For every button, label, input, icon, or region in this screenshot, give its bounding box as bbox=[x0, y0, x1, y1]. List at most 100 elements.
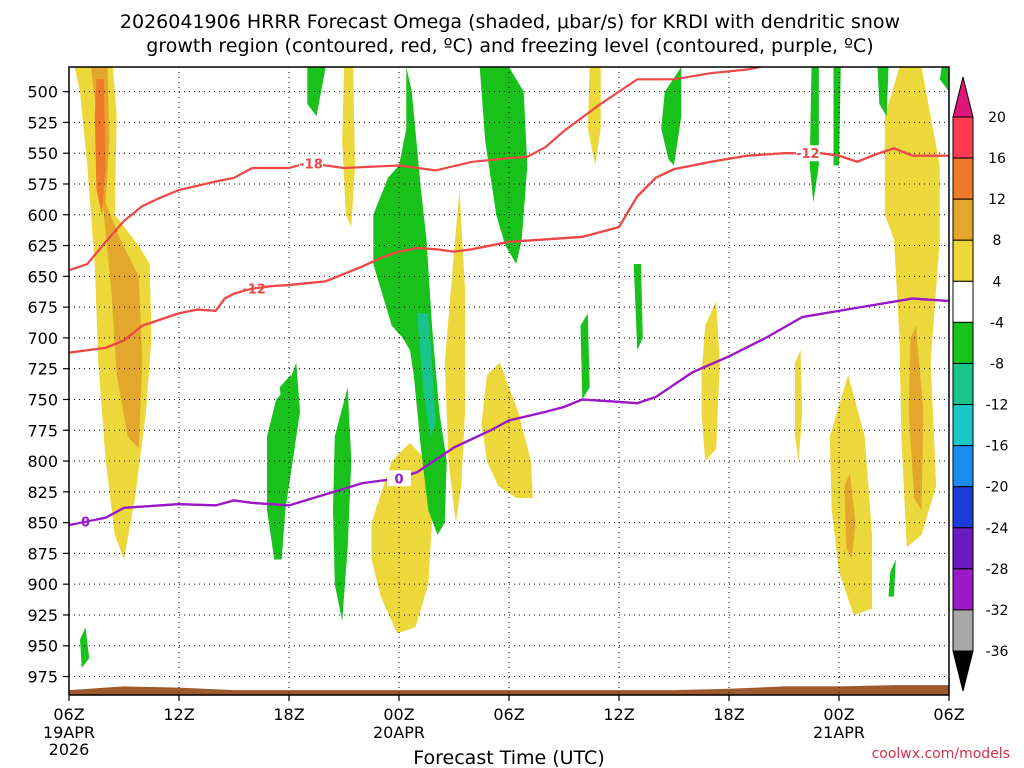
omega-region-28 bbox=[939, 67, 949, 92]
y-tick-label-525: 525 bbox=[27, 113, 58, 132]
colorbar-top-arrow bbox=[952, 76, 974, 118]
colorbar-label-5: -4 bbox=[990, 315, 1004, 331]
omega-region-2 bbox=[94, 79, 106, 215]
y-tick-label-625: 625 bbox=[27, 237, 58, 256]
omega-region-29 bbox=[417, 313, 436, 437]
omega-region-3 bbox=[342, 67, 355, 228]
x-date-label-18-0: 20APR bbox=[373, 723, 425, 742]
colorbar-swatch-3 bbox=[952, 239, 974, 282]
contour-label-bg-freezing_level bbox=[387, 470, 411, 487]
contour-label-dgz_minus12: -12 bbox=[796, 147, 820, 162]
y-tick-label-500: 500 bbox=[27, 83, 58, 102]
omega-region-7 bbox=[587, 67, 601, 166]
omega-region-23 bbox=[809, 67, 819, 203]
x-axis-ticks: 06Z 12Z 18Z 00Z 06Z 12Z 18Z 00Z 06Z19APR202620AP… bbox=[43, 695, 965, 759]
y-tick-label-825: 825 bbox=[27, 483, 58, 502]
omega-region-12 bbox=[884, 67, 940, 548]
colorbar-swatch-2 bbox=[952, 198, 974, 241]
colorbar-label-11: -28 bbox=[986, 562, 1009, 578]
x-axis-label: Forecast Time (UTC) bbox=[413, 747, 604, 768]
colorbar-swatch-7 bbox=[952, 404, 974, 447]
contour-lines: 0 0 -18 -12 -12 bbox=[69, 67, 949, 531]
omega-region-11 bbox=[844, 473, 856, 560]
colorbar-swatch-9 bbox=[952, 486, 974, 529]
y-tick-label-800: 800 bbox=[27, 452, 58, 471]
colorbar-swatch-4 bbox=[952, 280, 974, 323]
contour-label-bg-dgz_minus12 bbox=[795, 145, 820, 162]
colorbar-swatch-0 bbox=[952, 116, 974, 159]
colorbar-label-6: -8 bbox=[990, 356, 1004, 372]
y-tick-label-900: 900 bbox=[27, 575, 58, 594]
x-tick-label-0: 06Z bbox=[53, 705, 84, 724]
colorbar-label-9: -20 bbox=[986, 480, 1009, 496]
colorbar-swatch-8 bbox=[952, 445, 974, 488]
contour-dgz_minus18 bbox=[69, 67, 949, 272]
y-tick-label-575: 575 bbox=[27, 175, 58, 194]
colorbar-label-0: 20 bbox=[988, 110, 1006, 126]
colorbar-label-2: 12 bbox=[988, 192, 1006, 208]
contour-label-bg-dgz_minus18 bbox=[299, 155, 323, 172]
omega-region-19 bbox=[333, 387, 352, 622]
x-tick-label-12: 18Z bbox=[273, 705, 304, 724]
x-date-label-0-0: 19APR bbox=[43, 723, 95, 742]
colorbar-bottom-arrow bbox=[952, 650, 974, 692]
omega-region-5 bbox=[444, 190, 465, 523]
x-tick-label-30: 12Z bbox=[603, 705, 634, 724]
x-date-label-42-0: 21APR bbox=[813, 723, 865, 742]
y-tick-label-975: 975 bbox=[27, 668, 58, 687]
colorbar-label-10: -24 bbox=[986, 521, 1009, 537]
omega-shaded-regions bbox=[74, 67, 949, 668]
colorbar-swatch-12 bbox=[952, 609, 974, 652]
omega-region-22 bbox=[661, 67, 682, 166]
colorbar-label-7: -12 bbox=[986, 398, 1009, 414]
y-tick-label-700: 700 bbox=[27, 329, 58, 348]
omega-region-24 bbox=[833, 67, 841, 166]
y-tick-label-750: 750 bbox=[27, 390, 58, 409]
y-tick-label-650: 650 bbox=[27, 267, 58, 286]
y-axis-ticks: 500 525 550 575 600 625 650 675 700 725 750 775 800 8… bbox=[27, 83, 69, 687]
omega-region-4 bbox=[371, 442, 432, 634]
colorbar-swatch-10 bbox=[952, 527, 974, 570]
x-tick-label-6: 12Z bbox=[163, 705, 194, 724]
colorbar-swatch-5 bbox=[952, 321, 974, 364]
colorbar-label-4: 4 bbox=[993, 274, 1002, 290]
colorbar-label-1: 16 bbox=[988, 151, 1006, 167]
colorbar-label-8: -16 bbox=[986, 439, 1009, 455]
omega-region-26 bbox=[888, 559, 896, 597]
x-tick-label-48: 06Z bbox=[933, 705, 964, 724]
grid-lines bbox=[68, 67, 950, 695]
contour-label-freezing_level: 0 bbox=[394, 472, 403, 487]
y-tick-label-550: 550 bbox=[27, 144, 58, 163]
x-tick-label-24: 06Z bbox=[493, 705, 524, 724]
colorbar-swatch-1 bbox=[952, 157, 974, 200]
colorbar-label-12: -32 bbox=[986, 603, 1009, 619]
omega-region-9 bbox=[795, 350, 803, 461]
y-tick-label-725: 725 bbox=[27, 360, 58, 379]
colorbar-swatch-11 bbox=[952, 568, 974, 611]
omega-region-6 bbox=[481, 362, 533, 498]
contour-label-dgz_minus18: -18 bbox=[299, 158, 323, 173]
contour-label-dgz_minus12: -12 bbox=[242, 282, 266, 297]
y-tick-label-925: 925 bbox=[27, 606, 58, 625]
omega-region-13 bbox=[908, 325, 924, 511]
omega-region-16 bbox=[479, 67, 528, 264]
omega-region-14 bbox=[307, 67, 326, 117]
chart-title-line-1: 2026041906 HRRR Forecast Omega (shaded, … bbox=[120, 11, 900, 33]
terrain-layer bbox=[69, 685, 949, 695]
omega-region-27 bbox=[80, 627, 90, 668]
y-tick-label-600: 600 bbox=[27, 206, 58, 225]
colorbar-label-13: -36 bbox=[986, 644, 1009, 660]
omega-region-8 bbox=[701, 301, 720, 461]
x-tick-label-42: 00Z bbox=[823, 705, 854, 724]
y-tick-label-950: 950 bbox=[27, 637, 58, 656]
terrain-fill bbox=[69, 685, 949, 695]
x-tick-label-36: 18Z bbox=[713, 705, 744, 724]
chart-title-line-2: growth region (contoured, red, ºC) and f… bbox=[146, 35, 873, 57]
contour-label-freezing_level: 0 bbox=[81, 516, 90, 531]
x-tick-label-18: 00Z bbox=[383, 705, 414, 724]
omega-region-25 bbox=[877, 67, 889, 117]
contour-freezing_level bbox=[69, 297, 949, 527]
omega-region-21 bbox=[633, 264, 643, 351]
y-tick-label-675: 675 bbox=[27, 298, 58, 317]
